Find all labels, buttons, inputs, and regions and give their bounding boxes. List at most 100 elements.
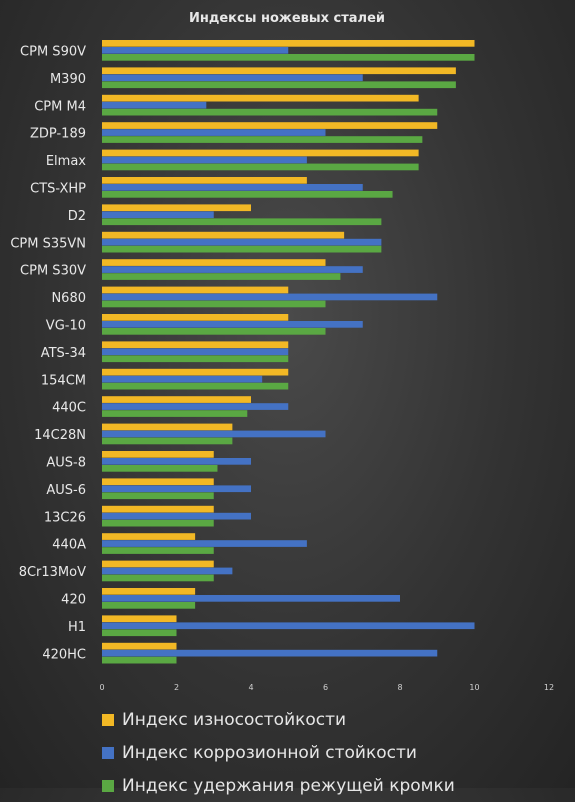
bar-0-5 <box>102 177 307 184</box>
bar-1-10 <box>102 321 363 328</box>
legend-label-wear: Индекс износостойкости <box>122 709 347 730</box>
bar-0-13 <box>102 396 251 403</box>
bar-2-11 <box>102 355 289 363</box>
bar-0-21 <box>102 615 177 623</box>
category-label: Elmax <box>46 154 86 169</box>
bar-0-11 <box>102 341 289 349</box>
bar-1-22 <box>102 649 438 657</box>
bar-2-15 <box>102 465 218 472</box>
bar-1-0 <box>102 47 289 54</box>
bar-2-17 <box>102 519 214 527</box>
bar-0-1 <box>102 67 456 75</box>
bar-0-7 <box>102 231 345 239</box>
bar-0-16 <box>102 478 214 486</box>
category-label: ZDP-189 <box>30 127 86 142</box>
bar-2-14 <box>102 437 233 445</box>
category-label: ATS-34 <box>41 346 86 361</box>
bar-2-19 <box>102 574 214 582</box>
category-label: CPM M4 <box>34 99 86 114</box>
legend: Индекс износостойкости Индекс коррозионн… <box>102 703 455 802</box>
category-label: 13C26 <box>44 510 86 525</box>
bar-1-1 <box>102 74 363 82</box>
bar-1-3 <box>102 129 326 136</box>
bar-2-12 <box>102 382 289 390</box>
legend-item-wear: Индекс износостойкости <box>102 703 455 736</box>
category-label: 440A <box>52 538 86 553</box>
bar-1-7 <box>102 238 382 246</box>
chart-title: Индексы ножевых сталей <box>189 11 385 26</box>
category-label: 420HC <box>42 647 86 662</box>
bar-1-18 <box>102 540 307 547</box>
bar-0-2 <box>102 94 419 102</box>
bar-2-10 <box>102 328 326 335</box>
bar-0-8 <box>102 259 326 266</box>
bar-2-2 <box>102 108 438 116</box>
bar-2-3 <box>102 136 423 143</box>
bar-2-21 <box>102 629 177 637</box>
bar-1-6 <box>102 211 214 219</box>
legend-item-edge: Индекс удержания режущей кромки <box>102 769 455 802</box>
category-label: 14C28N <box>34 428 86 443</box>
bar-2-4 <box>102 163 419 171</box>
bar-0-10 <box>102 314 289 321</box>
bar-0-3 <box>102 122 438 129</box>
x-tick-label: 12 <box>544 683 554 692</box>
category-label: 420 <box>61 593 86 608</box>
bar-0-20 <box>102 588 196 595</box>
category-label: 154CM <box>41 373 86 388</box>
category-label: AUS-6 <box>46 483 86 498</box>
bar-2-22 <box>102 656 177 664</box>
bar-0-4 <box>102 149 419 157</box>
bar-2-6 <box>102 218 382 226</box>
bar-1-2 <box>102 101 207 109</box>
bar-0-0 <box>102 40 475 47</box>
category-label: D2 <box>68 209 86 224</box>
legend-label-edge: Индекс удержания режущей кромки <box>122 775 455 796</box>
bar-1-19 <box>102 567 233 575</box>
bar-2-9 <box>102 300 326 308</box>
category-label: VG-10 <box>46 319 86 334</box>
bar-2-0 <box>102 54 475 61</box>
bar-1-14 <box>102 430 326 438</box>
bar-0-12 <box>102 368 289 376</box>
legend-swatch-edge <box>102 779 114 792</box>
category-label: H1 <box>68 620 86 635</box>
x-tick-label: 2 <box>174 683 179 692</box>
bar-2-16 <box>102 492 214 500</box>
category-label: AUS-8 <box>46 456 86 471</box>
bar-1-4 <box>102 156 307 164</box>
legend-swatch-wear <box>102 713 114 726</box>
category-label: N680 <box>51 291 86 306</box>
bar-1-17 <box>102 512 251 520</box>
category-label: 8Cr13MoV <box>19 565 86 580</box>
bar-1-20 <box>102 595 400 602</box>
bar-2-5 <box>102 191 393 198</box>
legend-item-corrosion: Индекс коррозионной стойкости <box>102 736 455 769</box>
bar-0-18 <box>102 533 196 540</box>
category-label: CPM S30V <box>20 264 86 279</box>
bar-1-16 <box>102 485 251 493</box>
x-tick-label: 6 <box>323 683 328 692</box>
legend-label-corrosion: Индекс коррозионной стойкости <box>122 742 417 763</box>
x-tick-label: 10 <box>469 683 479 692</box>
bar-2-8 <box>102 273 341 280</box>
bar-2-20 <box>102 602 196 609</box>
bar-0-17 <box>102 505 214 513</box>
bar-1-9 <box>102 293 438 301</box>
bar-0-22 <box>102 642 177 650</box>
bar-1-21 <box>102 622 475 630</box>
bar-2-13 <box>102 410 248 417</box>
x-tick-label: 8 <box>397 683 402 692</box>
bar-2-18 <box>102 547 214 554</box>
x-tick-label: 0 <box>99 683 104 692</box>
category-label: CPM S35VN <box>10 236 86 251</box>
bar-1-11 <box>102 348 289 356</box>
bar-1-13 <box>102 403 289 410</box>
bar-1-15 <box>102 458 251 465</box>
bar-0-9 <box>102 286 289 294</box>
legend-swatch-corrosion <box>102 746 114 759</box>
category-label: 440C <box>52 401 86 416</box>
bar-0-6 <box>102 204 251 212</box>
